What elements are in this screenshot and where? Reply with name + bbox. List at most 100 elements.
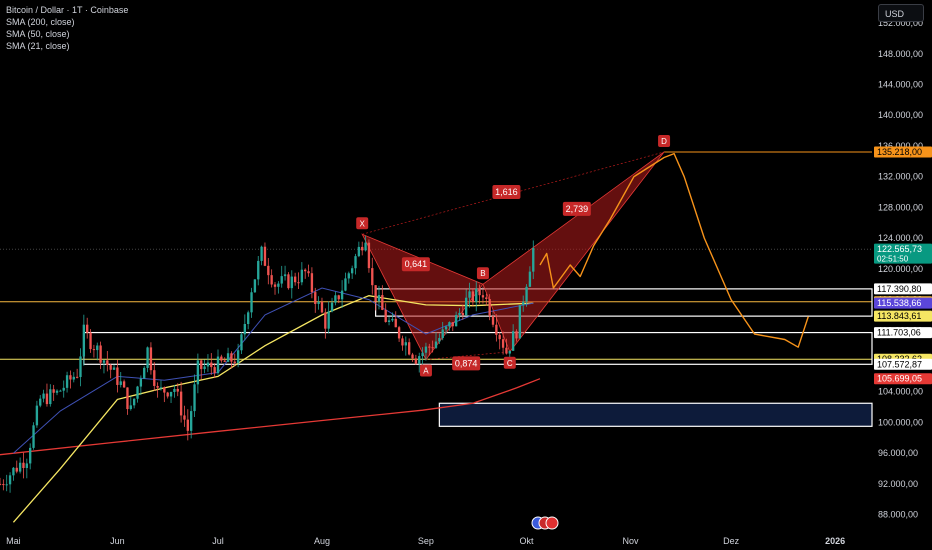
candle-body	[324, 312, 327, 329]
price-axis-label-bg	[874, 310, 932, 322]
candle-body	[434, 341, 438, 348]
candle-body	[330, 302, 334, 312]
candle-body	[320, 301, 324, 313]
candle-body	[119, 381, 122, 385]
sma50-line	[12, 295, 534, 523]
candle-body	[468, 291, 471, 298]
candle-body	[314, 292, 317, 305]
candle-body	[159, 387, 163, 389]
y-tick-label: 132.000,00	[878, 172, 923, 182]
candle-body	[391, 318, 394, 321]
candle-body	[374, 285, 377, 302]
candle-body	[471, 291, 475, 302]
candle-body	[407, 342, 411, 355]
legend-sma21[interactable]: SMA (21, close)	[6, 41, 70, 51]
price-axis-label: 135.218,00	[877, 147, 922, 157]
y-tick-label: 96.000,00	[878, 448, 918, 458]
candle-body	[371, 268, 374, 286]
candle-body	[501, 339, 505, 348]
pattern-point-label: X	[360, 219, 366, 228]
candle-body	[381, 295, 384, 310]
x-tick-label: Okt	[520, 536, 535, 546]
candle-body	[136, 386, 139, 399]
candle-body	[213, 367, 216, 374]
candle-body	[505, 347, 508, 354]
pattern-ratio-bg	[492, 185, 521, 200]
candle-body	[230, 353, 233, 362]
candle-body	[361, 246, 364, 251]
candle-body	[226, 353, 230, 362]
price-axis-label: 107.572,87	[877, 359, 922, 369]
candle-body	[5, 484, 8, 486]
candle-body	[270, 275, 273, 285]
candle-body	[448, 322, 451, 327]
pattern-ratio-label: 0,874	[455, 358, 478, 368]
candle-body	[216, 356, 220, 374]
candle-body	[146, 347, 149, 368]
legend-sma50[interactable]: SMA (50, close)	[6, 29, 70, 39]
candle-body	[79, 356, 82, 377]
candle-body	[18, 462, 22, 472]
candle-body	[49, 389, 52, 405]
y-tick-label: 136.000,00	[878, 141, 923, 151]
legend-sma200[interactable]: SMA (200, close)	[6, 17, 75, 27]
candle-body	[55, 390, 59, 393]
candle-body	[45, 393, 49, 405]
candle-body	[2, 484, 5, 486]
candle-body	[273, 284, 277, 287]
candle-body	[532, 248, 535, 272]
candle-body	[354, 256, 357, 269]
x-tick-label: Nov	[623, 536, 640, 546]
price-axis-label: 113.843,61	[877, 311, 921, 321]
candle-body	[283, 274, 287, 277]
currency-button[interactable]: USD	[878, 4, 924, 22]
candle-body	[96, 345, 99, 351]
y-tick-label: 88.000,00	[878, 510, 918, 520]
pattern-point-label-bg	[658, 134, 671, 147]
candle-body	[69, 375, 72, 380]
candle-body	[65, 375, 69, 388]
candle-body	[387, 320, 391, 322]
y-tick-label: 128.000,00	[878, 202, 923, 212]
pattern-ratio-bg	[562, 201, 591, 216]
x-tick-label: 2026	[825, 536, 845, 546]
price-axis-label-bg	[874, 146, 932, 158]
candle-body	[300, 269, 304, 283]
candle-body	[0, 483, 2, 485]
candle-body	[253, 279, 257, 293]
candle-body	[367, 242, 371, 269]
candle-body	[495, 324, 498, 335]
candle-body	[75, 376, 79, 378]
y-tick-label: 92.000,00	[878, 479, 918, 489]
candle-body	[350, 268, 354, 274]
candle-body	[223, 360, 226, 362]
candle-body	[139, 378, 143, 387]
candle-body	[99, 345, 102, 363]
price-axis-label: 117.390,80	[877, 284, 921, 294]
event-flags-icon[interactable]	[530, 516, 560, 530]
legend-title: Bitcoin / Dollar · 1T · Coinbase	[6, 5, 129, 15]
price-axis-label: 122.565,73	[877, 244, 922, 254]
candle-body	[72, 376, 75, 380]
price-axis-label-bg	[874, 283, 932, 295]
pattern-ratio-label: 2,739	[566, 204, 589, 214]
candle-body	[290, 276, 293, 289]
pattern-point-label-bg	[503, 356, 516, 369]
candle-body	[441, 329, 444, 339]
candle-body	[126, 387, 129, 410]
candle-body	[129, 405, 132, 410]
candle-body	[481, 295, 485, 298]
candle-body	[210, 362, 213, 368]
candle-body	[454, 314, 458, 327]
y-tick-label: 140.000,00	[878, 110, 923, 120]
candle-body	[193, 384, 196, 412]
candle-body	[102, 360, 106, 363]
candle-body	[243, 324, 247, 335]
candle-body	[384, 309, 387, 322]
candle-body	[169, 391, 173, 397]
y-tick-label: 148.000,00	[878, 49, 923, 59]
candle-body	[122, 381, 126, 388]
countdown-label: 02:51:50	[877, 255, 909, 264]
candle-body	[511, 331, 515, 351]
